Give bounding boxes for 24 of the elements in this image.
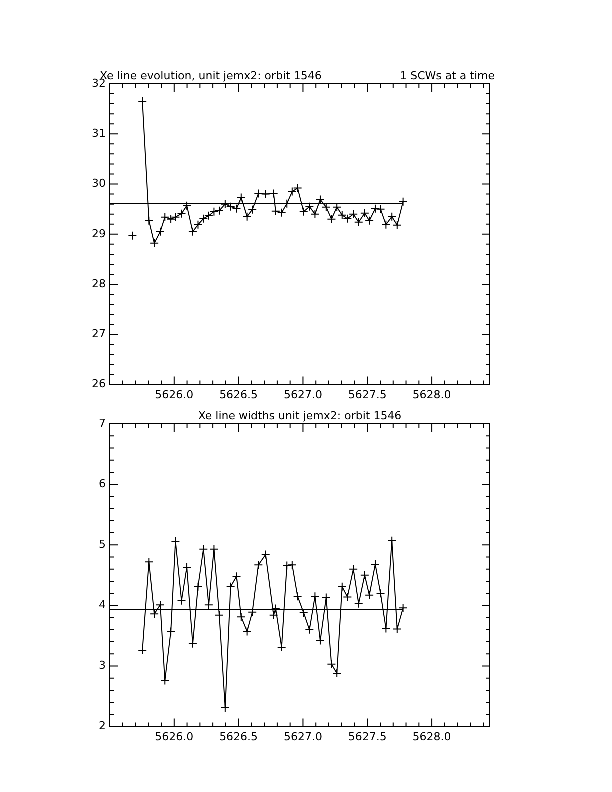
x-tick-label: 5628.0 [412, 388, 452, 402]
x-tick-label: 5626.5 [220, 388, 258, 402]
y-tick-label: 27 [92, 328, 106, 341]
y-tick-label: 2 [99, 720, 106, 733]
y-tick-label: 29 [92, 227, 106, 240]
chart-subtitle: 1 SCWs at a time [400, 69, 496, 82]
x-tick-label: 5627.0 [284, 388, 322, 402]
x-tick-label: 5626.5 [220, 730, 258, 744]
y-tick-label: 7 [99, 416, 106, 430]
y-tick-label: 28 [92, 277, 106, 290]
x-tick-label: 5628.0 [412, 730, 452, 744]
y-tick-label: 5 [99, 538, 106, 551]
chart-title: Xe line widths unit jemx2: orbit 1546 [198, 409, 402, 422]
x-tick-label: 5626.0 [155, 730, 194, 744]
x-tick-label: 5627.5 [348, 388, 387, 402]
y-tick-label: 4 [99, 598, 106, 612]
x-tick-label: 5627.5 [348, 730, 387, 744]
x-tick-label: 5627.0 [284, 730, 322, 744]
x-tick-label: 5626.0 [155, 388, 194, 402]
y-tick-label: 26 [92, 378, 106, 391]
y-tick-label: 31 [92, 126, 106, 140]
y-tick-label: 3 [99, 659, 106, 672]
y-tick-label: 30 [92, 177, 106, 190]
y-tick-label: 6 [99, 477, 106, 490]
